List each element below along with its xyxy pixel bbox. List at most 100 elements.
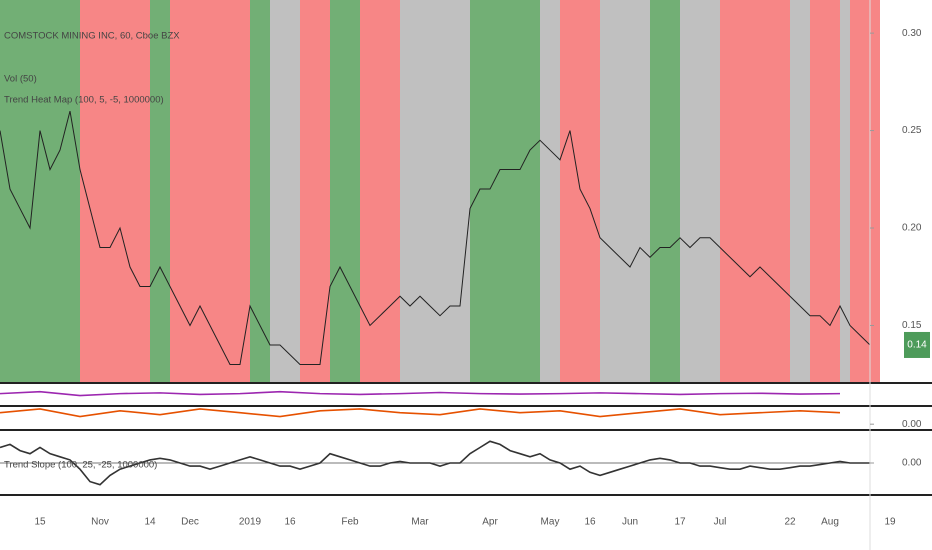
x-tick-label: 14 xyxy=(144,517,156,528)
x-tick-label: May xyxy=(541,517,560,528)
series-line xyxy=(0,408,841,418)
y-tick-label: 0.25 xyxy=(902,125,922,136)
heat-band xyxy=(420,0,430,382)
heat-band xyxy=(660,0,670,382)
heat-band xyxy=(310,0,320,382)
x-tick-label: Dec xyxy=(181,517,199,528)
heat-band xyxy=(320,0,330,382)
x-tick-label: Mar xyxy=(411,517,429,528)
x-tick-label: 19 xyxy=(884,517,896,528)
heat-band xyxy=(590,0,600,382)
heat-band xyxy=(210,0,220,382)
heat-band xyxy=(730,0,740,382)
heat-band xyxy=(680,0,690,382)
heat-band xyxy=(720,0,730,382)
indicator-label: Trend Heat Map (100, 5, -5, 1000000) xyxy=(4,95,164,106)
last-price-box xyxy=(904,331,930,358)
heat-band xyxy=(530,0,540,382)
heat-band xyxy=(820,0,830,382)
indicator-label: Vol (50) xyxy=(4,74,37,85)
heat-band xyxy=(610,0,620,382)
heat-band xyxy=(300,0,310,382)
y-tick-label: 0.15 xyxy=(902,320,922,331)
heat-band xyxy=(150,0,160,382)
heat-band xyxy=(370,0,380,382)
x-tick-label: Apr xyxy=(482,517,498,528)
heat-band xyxy=(560,0,570,382)
heat-band xyxy=(750,0,760,382)
series-line xyxy=(0,390,841,397)
heat-band xyxy=(500,0,510,382)
heat-band xyxy=(550,0,560,382)
heat-band xyxy=(90,0,100,382)
heat-band xyxy=(360,0,370,382)
heat-band xyxy=(870,0,880,382)
x-tick-label: 16 xyxy=(284,517,296,528)
heat-band xyxy=(520,0,530,382)
heat-band xyxy=(30,0,40,382)
x-tick-label: Jun xyxy=(622,517,638,528)
y-tick-label: 0.20 xyxy=(902,223,922,234)
heat-band xyxy=(400,0,410,382)
heat-band xyxy=(20,0,30,382)
x-tick-label: 22 xyxy=(784,517,796,528)
heat-band xyxy=(830,0,840,382)
heat-band xyxy=(70,0,80,382)
heat-band xyxy=(800,0,810,382)
heat-band xyxy=(430,0,440,382)
heat-band xyxy=(480,0,490,382)
heat-band xyxy=(450,0,460,382)
heat-band xyxy=(120,0,130,382)
heat-band xyxy=(220,0,230,382)
heat-band xyxy=(540,0,550,382)
heat-band xyxy=(840,0,850,382)
heat-band xyxy=(460,0,470,382)
x-tick-label: 17 xyxy=(674,517,686,528)
heat-band xyxy=(630,0,640,382)
heat-band xyxy=(240,0,250,382)
heat-band xyxy=(180,0,190,382)
chart-title: COMSTOCK MINING INC, 60, Cboe BZX xyxy=(4,31,180,42)
x-tick-label: 15 xyxy=(34,517,46,528)
heat-band xyxy=(130,0,140,382)
heat-band xyxy=(690,0,700,382)
y-tick-label: 0.00 xyxy=(902,419,922,430)
heat-band xyxy=(760,0,770,382)
heat-band xyxy=(280,0,290,382)
heat-band xyxy=(170,0,180,382)
heat-band xyxy=(60,0,70,382)
heat-map xyxy=(0,0,880,382)
heat-band xyxy=(350,0,360,382)
heat-band xyxy=(380,0,390,382)
last-price-label: 0.14 xyxy=(907,340,927,351)
heat-band xyxy=(790,0,800,382)
heat-band xyxy=(710,0,720,382)
heat-band xyxy=(290,0,300,382)
heat-band xyxy=(650,0,660,382)
x-tick-label: 16 xyxy=(584,517,596,528)
heat-band xyxy=(110,0,120,382)
series-line xyxy=(0,110,871,365)
heat-band xyxy=(440,0,450,382)
heat-band xyxy=(670,0,680,382)
x-tick-label: Jul xyxy=(714,517,727,528)
heat-band xyxy=(470,0,480,382)
heat-band xyxy=(270,0,280,382)
heat-band xyxy=(250,0,260,382)
heat-band xyxy=(260,0,270,382)
heat-band xyxy=(580,0,590,382)
heat-band xyxy=(190,0,200,382)
heat-band xyxy=(390,0,400,382)
y-tick-label: 0.30 xyxy=(902,28,922,39)
heat-band xyxy=(490,0,500,382)
x-tick-label: Feb xyxy=(341,517,359,528)
x-tick-label: 2019 xyxy=(239,517,262,528)
heat-band xyxy=(40,0,50,382)
heat-band xyxy=(340,0,350,382)
indicator-label: Trend Slope (100, 25, -25, 1000000) xyxy=(4,460,157,471)
heat-band xyxy=(700,0,710,382)
heat-band xyxy=(200,0,210,382)
y-tick-label: 0.00 xyxy=(902,458,922,469)
plots xyxy=(0,110,871,486)
